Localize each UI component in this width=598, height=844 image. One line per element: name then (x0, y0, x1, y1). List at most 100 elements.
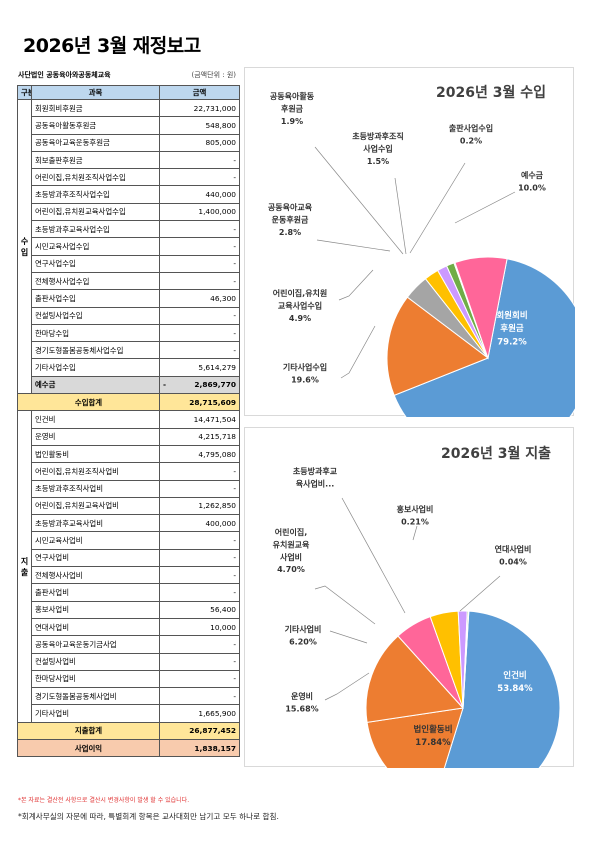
account-amount: - (159, 687, 240, 706)
account-name: 회원회비후원금 (31, 98, 160, 118)
account-amount: - (159, 548, 240, 568)
account-name: 법인활동비 (31, 444, 160, 464)
expense-slice-2 (365, 635, 464, 723)
table-row: 초등방과후조직사업수입 440,000 (18, 185, 240, 204)
table-header-row: 구분 과목 금액 (17, 85, 240, 100)
income-label-reserve: 예수금 10.0% (518, 170, 546, 192)
account-name: 어린이집,유치원조직사업비 (31, 462, 160, 481)
income-category-cell-text: 수입 (20, 236, 29, 257)
account-amount: - (159, 566, 240, 585)
table-row: 운영비 4,215,718 (18, 427, 240, 446)
account-amount: - (159, 237, 240, 256)
table-row: 법인활동비 4,795,080 (18, 444, 240, 464)
income-leader-other (340, 325, 376, 379)
account-name: 홍보사업비 (31, 600, 160, 619)
expense-label-ops-line-1: 15.68% (285, 704, 318, 713)
account-amount: 46,300 (159, 289, 240, 308)
expense-leader-after (341, 497, 406, 614)
expense-slice-7 (462, 610, 470, 709)
account-amount: 1,665,900 (159, 704, 240, 723)
expense-label-promo-line-0: 홍보사업비 (397, 504, 434, 514)
income-label-other: 기타사업수입 19.6% (283, 362, 327, 384)
expense-label-daycare-line-3: 4.70% (277, 565, 305, 574)
expense-pie-chart: 인건비 53.84% 법인활동비 17.84% 운영비 15.68% 기타사업비 6.20% 어… (273, 466, 561, 768)
account-amount: - (159, 306, 240, 325)
table-row: 초등방과후교육사업수입 - (18, 220, 240, 239)
table-row: 시민교육사업비 - (18, 531, 240, 550)
account-amount: - (159, 583, 240, 602)
income-label-activity-line-0: 공동육아활동 (270, 91, 315, 101)
table-row: 한마당사업비 - (18, 669, 240, 689)
expense-label-other: 기타사업비 6.20% (285, 624, 322, 646)
income-label-after-line-0: 초등방과후조직 (352, 131, 404, 141)
table-row: 회보출판후원금 - (18, 150, 240, 170)
account-name: 운영비 (31, 427, 160, 446)
table-row: 공동육아교육운동기금사업 - (18, 635, 240, 654)
expense-category-cell: 지출 (17, 410, 32, 723)
table-row: 시민교육사업수입 - (18, 237, 240, 256)
income-label-main-line-0: 회원회비 (496, 310, 527, 321)
expense-leader-other (329, 630, 368, 644)
account-amount: 56,400 (159, 600, 240, 619)
table-row: 전체행사사업수입 - (18, 271, 240, 291)
income-label-reserve-line-0: 예수금 (521, 170, 544, 180)
account-amount: - (159, 323, 240, 343)
account-amount: 4,795,080 (159, 444, 240, 464)
income-pie-chart: 회원회비 후원금 79.2%기타사업수입 19.6%어린이집,유치원 교육사업수입 4.9… (268, 91, 575, 417)
table-row: 지출 인건비 14,471,504 (17, 410, 240, 723)
expense-slice-1 (366, 707, 464, 768)
expense-total-row-label: 지출합계 (17, 721, 160, 740)
income-label-reserve-line-1: 10.0% (518, 183, 546, 192)
table-row: 초등방과후조직사업비 - (18, 479, 240, 498)
account-amount: 1,262,850 (159, 496, 240, 516)
income-total-row-amount: 28,715,609 (159, 393, 240, 412)
expense-label-corp-line-1: 17.84% (415, 738, 451, 748)
table-row: 초등방과후교육사업비 400,000 (18, 514, 240, 533)
account-name: 초등방과후교육사업수입 (31, 220, 160, 239)
account-name: 시민교육사업수입 (31, 237, 160, 256)
account-name: 출판사업비 (31, 583, 160, 602)
table-row: 어린이집,유치원조직사업수입 - (18, 168, 240, 187)
income-label-other-line-0: 기타사업수입 (283, 362, 327, 372)
reserve-sign: - (163, 380, 167, 390)
income-label-other-line-1: 19.6% (291, 375, 319, 384)
expense-label-other-line-1: 6.20% (289, 637, 317, 646)
account-amount: - (159, 669, 240, 689)
account-amount: - (159, 150, 240, 170)
account-name: 경기도형돌봄공동체사업수입 (31, 341, 160, 360)
expense-label-main-line-0: 인건비 (503, 670, 526, 681)
income-label-after-line-1: 사업수입 (363, 143, 392, 153)
reserve-amount-cell: - 2,869,770 (159, 375, 240, 395)
table-row: 경기도형돌봄공동체사업비 - (18, 687, 240, 706)
account-amount: 805,000 (159, 133, 240, 152)
account-name: 연구사업비 (31, 548, 160, 568)
expense-label-solidarity-line-0: 연대사업비 (495, 544, 532, 554)
account-name: 초등방과후교육사업비 (31, 514, 160, 533)
expense-label-ops-line-0: 운영비 (291, 691, 313, 701)
table-row: 어린이집,유치원교육사업수입 1,400,000 (18, 202, 240, 222)
table-row: 어린이집,유치원조직사업비 - (18, 462, 240, 481)
expense-label-corp: 법인활동비 17.84% (413, 724, 452, 748)
income-label-main: 회원회비 후원금 79.2% (496, 310, 527, 347)
income-leader-edu (316, 239, 391, 252)
profit-row-label: 사업이익 (17, 738, 160, 758)
expense-total-row: 지출합계 26,877,452 (17, 721, 240, 740)
income-label-daycare-line-2: 4.9% (289, 314, 311, 323)
account-amount: - (159, 531, 240, 550)
account-amount: - (159, 479, 240, 498)
income-label-publish: 출판사업수입 0.2% (449, 123, 493, 145)
reserve-name: 예수금 (31, 375, 160, 395)
income-label-after: 초등방과후조직 사업수입 1.5% (352, 131, 404, 166)
table-row: 출판사업수입 46,300 (18, 289, 240, 308)
income-label-activity: 공동육아활동 후원금 1.9% (270, 91, 315, 126)
account-amount: - (159, 220, 240, 239)
account-name: 한마당수입 (31, 323, 160, 343)
income-label-activity-line-2: 1.9% (281, 117, 303, 126)
income-chart-panel: 2026년 3월 수입 회원회비 후원금 79.2% 기타사업수입 19.6% 어린이집,… (244, 67, 575, 417)
account-name: 초등방과후조직사업비 (31, 479, 160, 498)
header-amount: 금액 (159, 85, 240, 100)
income-label-daycare-line-1: 교육사업수입 (278, 300, 322, 310)
header-account: 과목 (31, 85, 160, 100)
table-row: 연구사업수입 - (18, 254, 240, 273)
income-total-row-label: 수입합계 (17, 393, 160, 412)
